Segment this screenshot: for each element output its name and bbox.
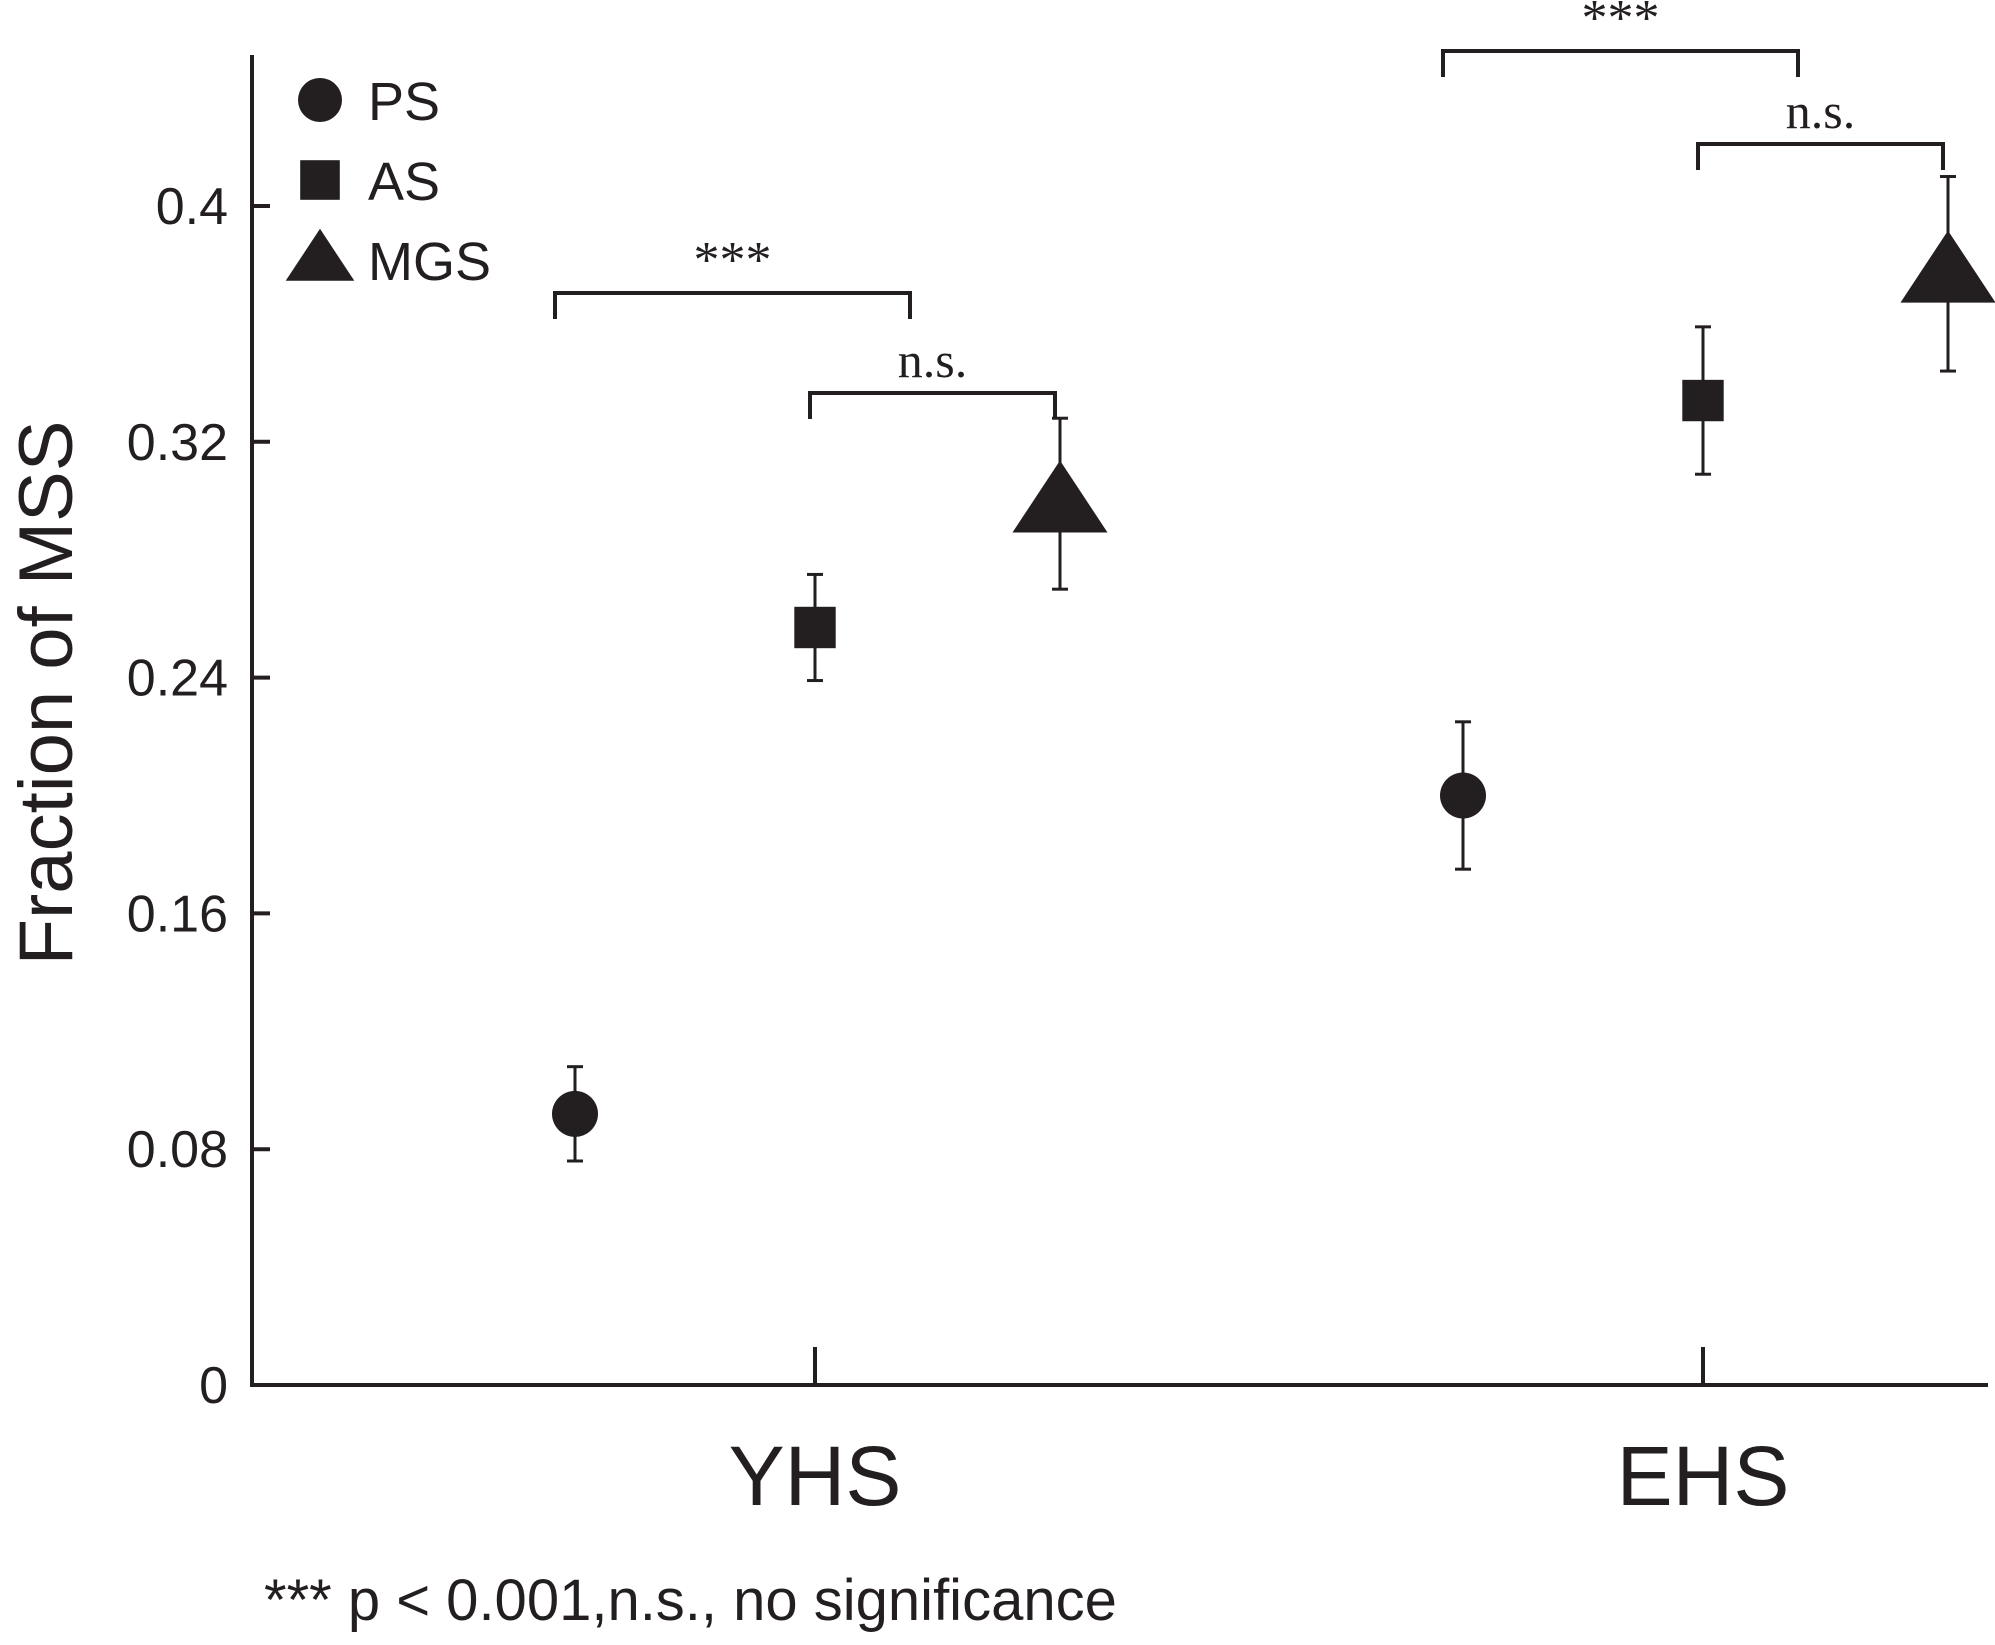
data-point-mgs-ehs xyxy=(1900,175,1995,373)
marker-triangle xyxy=(1900,230,1995,303)
significance-label: n.s. xyxy=(898,332,967,388)
marker-square xyxy=(794,606,836,649)
y-ticks: 0 0.08 0.16 0.24 0.32 0.4 xyxy=(127,178,270,1415)
x-ticks: YHS EHS xyxy=(729,1347,1790,1523)
legend-label: AS xyxy=(368,152,440,212)
legend-label: PS xyxy=(368,72,440,132)
significance-bracket: *** xyxy=(1441,0,1800,77)
x-tick-label: EHS xyxy=(1617,1429,1790,1523)
marker-triangle xyxy=(1012,460,1108,533)
marker-circle xyxy=(552,1090,598,1137)
legend-item-as: AS xyxy=(300,152,440,212)
legend-item-mgs: MGS xyxy=(285,228,491,292)
data-point-ps-yhs xyxy=(552,1065,598,1163)
data-point-as-ehs xyxy=(1682,325,1724,476)
axes xyxy=(250,55,1988,1387)
significance-label: *** xyxy=(1582,0,1660,47)
marker-square xyxy=(1682,379,1724,422)
bracket-line xyxy=(1696,142,1945,170)
data-point-as-yhs xyxy=(794,572,836,683)
significance-bracket: n.s. xyxy=(1696,83,1945,170)
y-tick-label: 0 xyxy=(199,1357,228,1415)
legend-marker-triangle xyxy=(285,228,355,281)
significance-label: *** xyxy=(694,232,772,289)
significance-bracket: n.s. xyxy=(808,332,1057,419)
y-tick-label: 0.32 xyxy=(127,414,228,472)
y-tick-label: 0.24 xyxy=(127,650,228,708)
significance-label: n.s. xyxy=(1786,83,1855,139)
legend-marker-square xyxy=(300,160,340,200)
legend: PS AS MGS xyxy=(285,72,491,292)
legend-label: MGS xyxy=(368,232,491,292)
data-point-ps-ehs xyxy=(1440,720,1486,871)
marker-circle xyxy=(1440,772,1486,819)
significance-brackets: *** n.s. *** n.s. xyxy=(553,0,1945,419)
legend-marker-circle xyxy=(298,78,342,122)
x-tick-label: YHS xyxy=(729,1429,902,1523)
bracket-line xyxy=(553,291,912,319)
y-tick-label: 0.16 xyxy=(127,885,228,943)
y-axis-label: Fraction of MSS xyxy=(4,421,89,966)
bracket-line xyxy=(1441,49,1800,77)
data-points xyxy=(552,175,1995,1163)
y-tick-label: 0.4 xyxy=(156,178,228,236)
footnote: *** p < 0.001,n.s., no significance xyxy=(264,1568,1117,1633)
data-point-mgs-yhs xyxy=(1012,416,1108,591)
y-tick-label: 0.08 xyxy=(127,1121,228,1179)
legend-item-ps: PS xyxy=(298,72,440,132)
bracket-line xyxy=(808,391,1057,419)
significance-bracket: *** xyxy=(553,232,912,319)
